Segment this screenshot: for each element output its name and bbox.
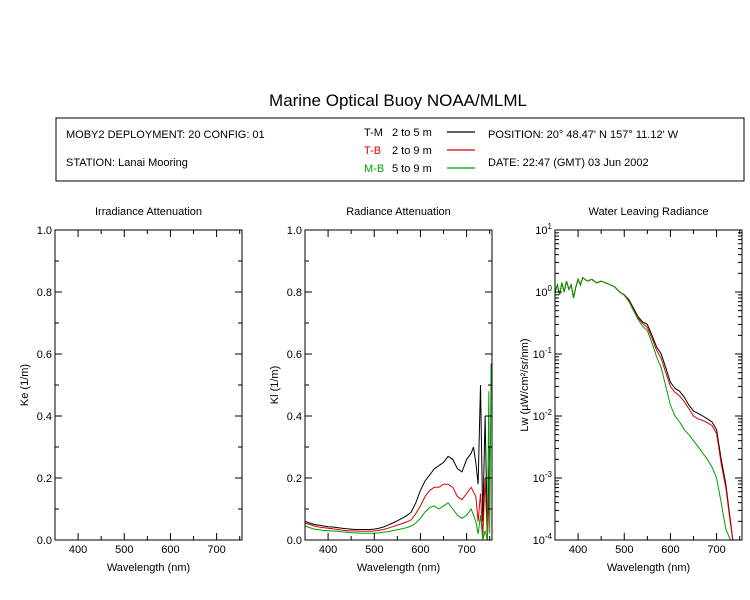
legend-name: M-B: [364, 163, 384, 175]
plot-frame: [304, 229, 493, 541]
x-tick-label: 500: [115, 544, 133, 556]
y-tick-label: 10-1: [533, 346, 553, 361]
y-tick-label: 0.2: [37, 473, 52, 485]
y-tick-label: 0.6: [287, 349, 302, 361]
y-axis-label: Kl (1/m): [269, 366, 281, 405]
chart-title: Water Leaving Radiance: [588, 206, 708, 218]
x-axis-label: Wavelength (nm): [107, 562, 190, 574]
series-line-t-b: [305, 477, 491, 540]
y-tick-label: 0.2: [287, 473, 302, 485]
y-tick-exponent: -4: [545, 532, 553, 541]
position-text: POSITION: 20° 48.47' N 157° 11.12' W: [488, 129, 679, 141]
series-line-m-b: [305, 363, 492, 540]
info-box-frame: [55, 117, 745, 182]
legend-item-t-m: T-M 2 to 5 m: [364, 127, 475, 139]
x-tick-label: 700: [207, 544, 225, 556]
y-tick-label: 0.4: [37, 411, 52, 423]
date-text: DATE: 22:47 (GMT) 03 Jun 2002: [488, 157, 649, 169]
y-tick-label: 100: [535, 284, 552, 299]
legend: T-M 2 to 5 m T-B 2 to 9 m M-B 5 to 9 m: [364, 127, 475, 175]
y-axis-label: Lw (µW/cm²/sr/nm): [519, 338, 531, 431]
x-tick-label: 500: [365, 544, 383, 556]
x-tick-label: 600: [161, 544, 179, 556]
figure-title: Marine Optical Buoy NOAA/MLML: [269, 91, 527, 110]
x-axis-label: Wavelength (nm): [607, 562, 690, 574]
y-tick-label: 0.6: [37, 349, 52, 361]
x-tick-label: 700: [457, 544, 475, 556]
station-text: STATION: Lanai Mooring: [66, 157, 188, 169]
series-line-t-b: [555, 276, 734, 540]
info-box: MOBY2 DEPLOYMENT: 20 CONFIG: 01 STATION:…: [55, 117, 745, 182]
legend-range: 5 to 9 m: [392, 163, 432, 175]
radiance-attenuation-chart: Radiance Attenuation 400 500 600 700 0.0 0.2 0.…: [269, 206, 493, 574]
y-tick-label: 0.8: [37, 287, 52, 299]
y-axis-label: Ke (1/m): [19, 364, 31, 406]
x-tick-label: 400: [319, 544, 337, 556]
x-axis-label: Wavelength (nm): [357, 562, 440, 574]
y-tick-label: 10-3: [533, 470, 553, 485]
y-tick-label: 0.0: [287, 535, 302, 547]
irradiance-attenuation-chart: Irradiance Attenuation 400 500 600 700 0.0 0.2…: [19, 206, 243, 574]
series-line-t-m: [305, 384, 491, 534]
y-tick-exponent: -1: [545, 346, 553, 355]
y-tick-label: 0.4: [287, 411, 302, 423]
chart-title: Irradiance Attenuation: [95, 206, 202, 218]
y-tick-label: 1.0: [37, 225, 52, 237]
x-tick-label: 700: [707, 544, 725, 556]
y-tick-label: 0.8: [287, 287, 302, 299]
deployment-text: MOBY2 DEPLOYMENT: 20 CONFIG: 01: [66, 129, 265, 141]
y-tick-label: 0.0: [37, 535, 52, 547]
y-tick-label: 1.0: [287, 225, 302, 237]
x-tick-label: 500: [615, 544, 633, 556]
legend-range: 2 to 5 m: [392, 127, 432, 139]
legend-item-m-b: M-B 5 to 9 m: [364, 163, 475, 175]
plot-frame: [554, 229, 743, 541]
y-tick-label: 10-2: [533, 408, 553, 423]
series-line-m-b: [555, 276, 731, 540]
legend-item-t-b: T-B 2 to 9 m: [364, 145, 475, 157]
y-tick-label: 10-4: [533, 532, 553, 547]
x-tick-label: 400: [69, 544, 87, 556]
chart-title: Radiance Attenuation: [346, 206, 451, 218]
y-tick-exponent: 0: [548, 284, 553, 293]
series-line-t-m: [555, 276, 734, 540]
x-tick-label: 400: [569, 544, 587, 556]
y-tick-label: 101: [535, 222, 552, 237]
y-tick-exponent: 1: [548, 222, 553, 231]
x-tick-label: 600: [411, 544, 429, 556]
legend-name: T-B: [364, 145, 381, 157]
legend-range: 2 to 9 m: [392, 145, 432, 157]
y-tick-exponent: -2: [545, 408, 553, 417]
y-tick-exponent: -3: [545, 470, 553, 479]
plot-frame: [54, 229, 243, 541]
legend-name: T-M: [364, 127, 383, 139]
x-tick-label: 600: [661, 544, 679, 556]
